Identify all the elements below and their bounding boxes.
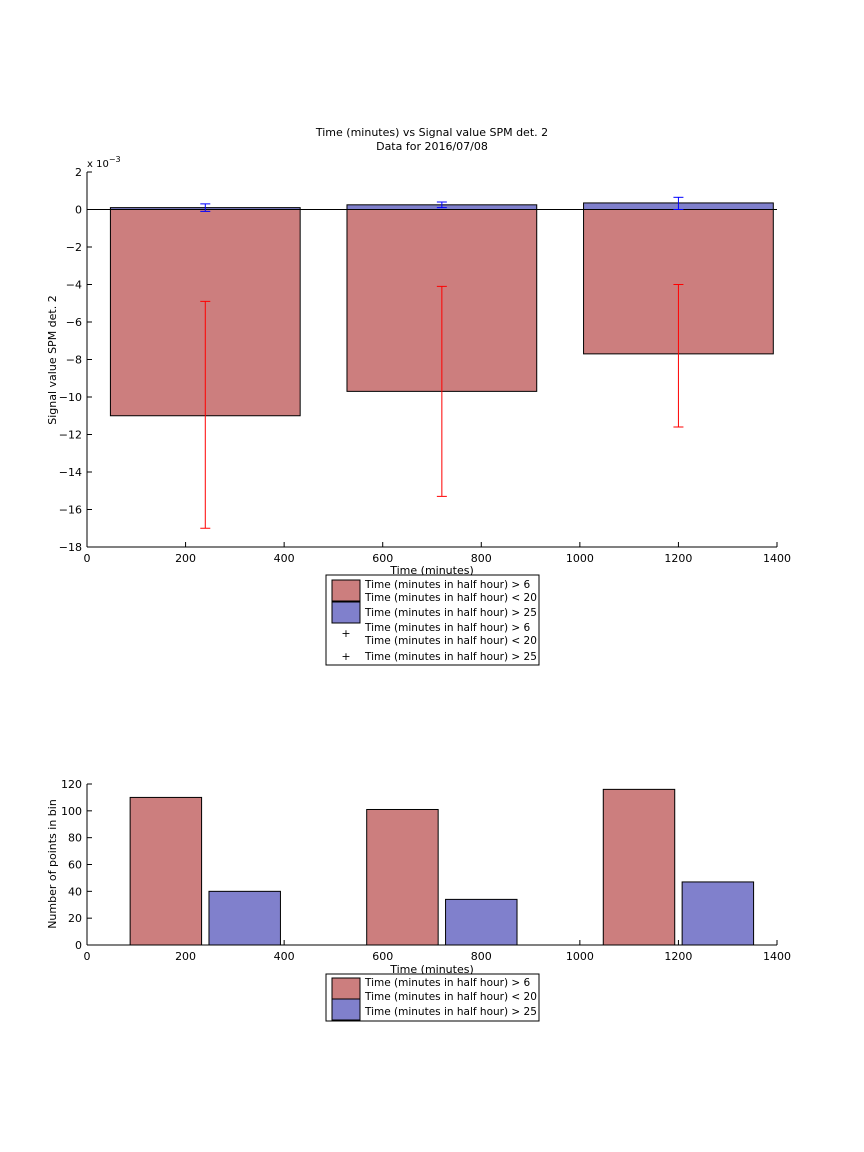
bottom-x-tick-label: 0 <box>84 950 91 963</box>
top-x-tick-label: 800 <box>471 552 492 565</box>
bottom-plot-area: 0 200 400 600 800 1000 1200 1400 0 20 40 60 80 100 120 <box>61 778 791 963</box>
legend-label: Time (minutes in half hour) > 6 <box>364 977 531 989</box>
legend-label: Time (minutes in half hour) < 20 <box>364 991 537 1003</box>
bottom-bar-series1 <box>129 796 203 946</box>
bottom-y-tick-label: 60 <box>68 859 82 872</box>
bottom-bar-series1 <box>366 808 439 946</box>
top-y-tick-label: −16 <box>59 504 82 517</box>
bottom-xlabel: Time (minutes) <box>389 963 474 976</box>
top-y-tick-label: −6 <box>66 316 82 329</box>
top-xlabel: Time (minutes) <box>389 564 474 577</box>
bottom-y-tick-label: 120 <box>61 778 82 791</box>
top-y-tick-label: −12 <box>59 429 82 442</box>
top-y-tick-label: −8 <box>66 354 82 367</box>
top-y-tick-label: −4 <box>66 279 82 292</box>
bottom-y-tick-label: 100 <box>61 805 82 818</box>
bottom-x-tick-label: 800 <box>471 950 492 963</box>
bottom-x-tick-label: 600 <box>372 950 393 963</box>
legend-label: Time (minutes in half hour) > 25 <box>364 1006 537 1018</box>
top-y-tick-label: −14 <box>59 466 82 479</box>
top-legend-box <box>325 574 540 666</box>
top-x-tick-label: 600 <box>372 552 393 565</box>
bottom-bar-series1 <box>602 788 676 946</box>
bottom-y-tick-label: 20 <box>68 912 82 925</box>
top-x-tick-label: 1400 <box>763 552 791 565</box>
top-y-tick-label: 2 <box>75 166 82 179</box>
legend-marker-series1: + <box>341 627 350 640</box>
top-y-tick-label: −18 <box>59 541 82 554</box>
legend-label: Time (minutes in half hour) > 6 <box>364 622 531 634</box>
top-y-tick-label: −10 <box>59 391 82 404</box>
legend-label: Time (minutes in half hour) > 6 <box>364 579 531 591</box>
bottom-x-tick-label: 200 <box>175 950 196 963</box>
bottom-bar-series2 <box>445 898 518 946</box>
legend-label: Time (minutes in half hour) > 25 <box>364 607 537 619</box>
top-x-tick-label: 0 <box>84 552 91 565</box>
bottom-x-tick-label: 1200 <box>664 950 692 963</box>
bottom-y-tick-label: 80 <box>68 832 82 845</box>
chart-subtitle: Data for 2016/07/08 <box>376 140 488 153</box>
legend-swatch-series2 <box>331 601 361 624</box>
bottom-x-tick-label: 1400 <box>763 950 791 963</box>
top-x-tick-label: 1000 <box>566 552 594 565</box>
bottom-bar-series2 <box>681 881 755 946</box>
y-exponent-label: x 10−3 <box>87 155 121 170</box>
legend-swatch-series2 <box>331 998 361 1021</box>
bottom-ylabel: Number of points in bin <box>46 799 59 929</box>
top-x-tick-label: 1200 <box>664 552 692 565</box>
top-y-tick-label: 0 <box>75 204 82 217</box>
top-plot-area: 0 200 400 600 800 1000 1200 1400 2 0 −2 −4 −6 −8 −10 −1… <box>59 166 791 565</box>
top-ylabel: Signal value SPM det. 2 <box>46 295 59 425</box>
legend-swatch-series1 <box>331 977 361 1000</box>
legend-label: Time (minutes in half hour) > 25 <box>364 651 537 663</box>
bottom-legend-box <box>325 973 540 1022</box>
bottom-legend: Time (minutes in half hour) > 6 Time (min… <box>325 973 540 1022</box>
bottom-y-tick-label: 40 <box>68 885 82 898</box>
legend-swatch-series1 <box>331 579 361 602</box>
legend-label: Time (minutes in half hour) < 20 <box>364 592 537 604</box>
bottom-y-tick-label: 0 <box>75 939 82 952</box>
top-y-tick-label: −2 <box>66 241 82 254</box>
top-x-tick-label: 400 <box>274 552 295 565</box>
y-exponent-base: x 10 <box>87 159 109 170</box>
legend-label: Time (minutes in half hour) < 20 <box>364 635 537 647</box>
bottom-x-tick-label: 1000 <box>566 950 594 963</box>
bottom-bar-series2 <box>208 890 281 946</box>
legend-marker-series2: + <box>341 650 350 663</box>
chart-title: Time (minutes) vs Signal value SPM det. … <box>315 126 548 139</box>
y-exponent-power: −3 <box>109 155 121 164</box>
bottom-x-tick-label: 400 <box>274 950 295 963</box>
top-x-tick-label: 200 <box>175 552 196 565</box>
